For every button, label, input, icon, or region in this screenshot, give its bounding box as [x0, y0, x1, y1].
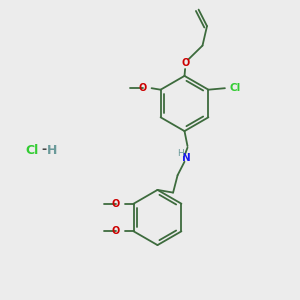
- Text: Cl: Cl: [25, 144, 38, 157]
- Text: -: -: [41, 143, 46, 157]
- Text: O: O: [138, 83, 146, 93]
- Text: H: H: [177, 149, 183, 158]
- Text: O: O: [182, 58, 190, 68]
- Text: O: O: [111, 199, 119, 209]
- Text: O: O: [111, 226, 119, 236]
- Text: Cl: Cl: [230, 83, 241, 93]
- Text: H: H: [47, 144, 58, 157]
- Text: N: N: [182, 153, 191, 163]
